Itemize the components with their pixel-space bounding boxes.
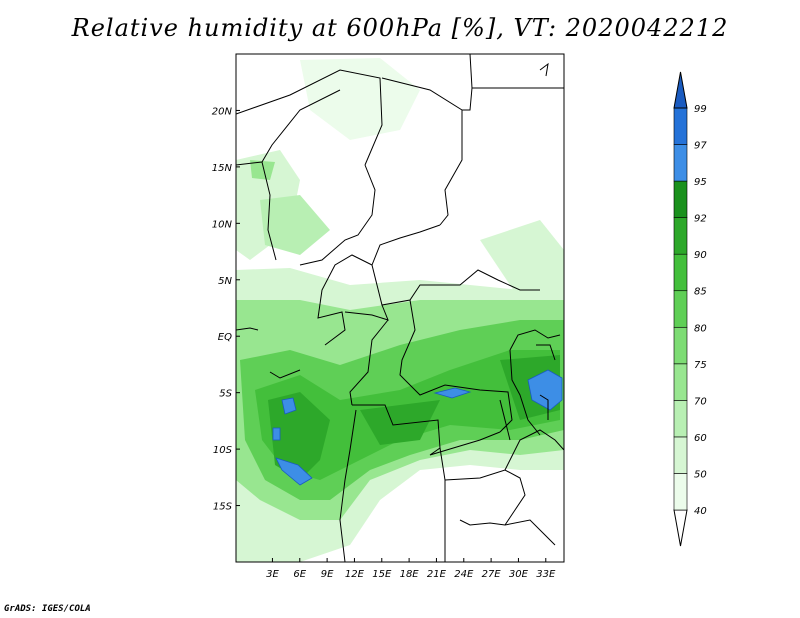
- lat-tick-label: 10N: [212, 219, 233, 230]
- colorbar: 40 50 60 70 75 80 85 90 92 95 97 99: [673, 71, 707, 547]
- credit-text: GrADS: IGES/COLA: [4, 604, 91, 614]
- colorbar-segment: [673, 436, 688, 474]
- colorbar-label: 40: [694, 506, 707, 517]
- lon-tick-label: 6E: [293, 569, 306, 580]
- lon-tick-label: 3E: [266, 569, 279, 580]
- lon-tick-label: 21E: [427, 569, 447, 580]
- colorbar-segment: [673, 290, 688, 328]
- lon-tick-label: 24E: [454, 569, 474, 580]
- map-frame: [235, 53, 565, 563]
- lon-tick-label: 9E: [321, 569, 334, 580]
- colorbar-label: 99: [694, 104, 707, 115]
- colorbar-segment: [673, 326, 688, 365]
- colorbar-label: 95: [694, 177, 707, 188]
- colorbar-label: 85: [694, 287, 707, 298]
- lon-tick-label: 27E: [482, 569, 502, 580]
- colorbar-segment: [673, 217, 688, 255]
- colorbar-label: 97: [694, 141, 707, 152]
- colorbar-label: 90: [694, 250, 707, 261]
- longitude-axis: 3E 6E 9E 12E 15E 18E 21E 24E 27E 30E 33E: [266, 558, 556, 580]
- colorbar-high-arrow: [673, 71, 688, 109]
- lon-tick-label: 15E: [372, 569, 392, 580]
- colorbar-label: 75: [694, 360, 707, 371]
- colorbar-label: 50: [694, 469, 707, 480]
- lat-tick-label: 15N: [212, 163, 233, 174]
- lat-tick-label: 5N: [218, 276, 232, 287]
- lat-tick-label: 20N: [212, 106, 233, 117]
- lon-tick-label: 18E: [400, 569, 420, 580]
- humidity-field: [236, 54, 564, 562]
- colorbar-segment: [673, 253, 688, 292]
- lat-tick-label: 10S: [213, 445, 233, 456]
- lon-tick-label: 30E: [509, 569, 529, 580]
- lon-tick-label: 33E: [536, 569, 556, 580]
- lat-tick-label: EQ: [218, 332, 232, 343]
- lat-tick-label: 5S: [219, 389, 232, 400]
- lon-tick-label: 12E: [345, 569, 365, 580]
- colorbar-segment: [673, 144, 688, 182]
- lat-tick-label: 15S: [213, 502, 233, 513]
- colorbar-segment: [673, 400, 688, 438]
- colorbar-segment: [673, 180, 688, 218]
- latitude-axis: 20N 15N 10N 5N EQ 5S 10S 15S: [212, 106, 240, 513]
- country-borders: [236, 54, 564, 562]
- colorbar-segment: [673, 363, 688, 401]
- colorbar-segment: [673, 107, 688, 145]
- chart-title: Relative humidity at 600hPa [%], VT: 202…: [71, 14, 729, 42]
- colorbar-label: 80: [694, 323, 707, 334]
- colorbar-label: 92: [694, 214, 707, 225]
- colorbar-segment: [673, 473, 688, 511]
- colorbar-label: 70: [694, 396, 707, 407]
- colorbar-low-arrow: [673, 509, 688, 547]
- colorbar-label: 60: [694, 433, 707, 444]
